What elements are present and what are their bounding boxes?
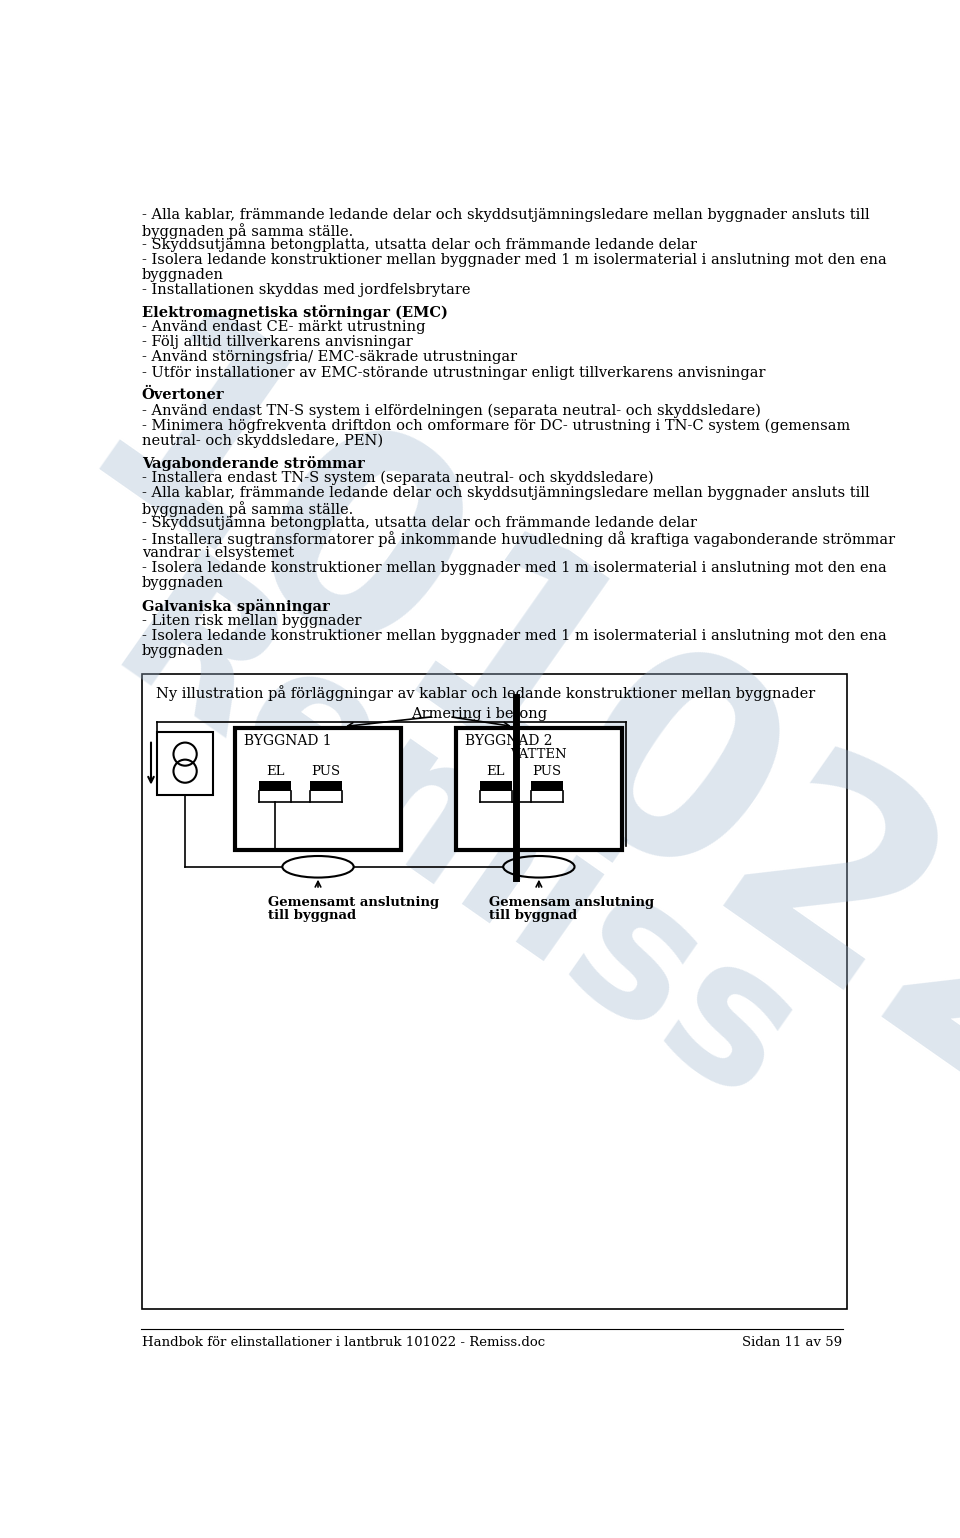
Text: BYGGNAD 2: BYGGNAD 2 [465, 734, 552, 749]
Text: - Installera endast TN-S system (separata neutral- och skyddsledare): - Installera endast TN-S system (separat… [142, 471, 654, 486]
Text: - Minimera högfrekventa driftdon och omformare för DC- utrustning i TN-C system : - Minimera högfrekventa driftdon och omf… [142, 418, 850, 432]
Text: Handbok för elinstallationer i lantbruk 101022 - Remiss.doc: Handbok för elinstallationer i lantbruk … [142, 1335, 545, 1349]
Bar [531, 781, 564, 792]
Text: - Isolera ledande konstruktioner mellan byggnader med 1 m isolermaterial i anslu: - Isolera ledande konstruktioner mellan … [142, 561, 886, 575]
Text: 101022: 101022 [33, 294, 960, 1181]
Text: Galvaniska spänningar: Galvaniska spänningar [142, 598, 329, 614]
Bar [310, 781, 343, 792]
Text: - Använd störningsfria/ EMC-säkrade utrustningar: - Använd störningsfria/ EMC-säkrade utru… [142, 351, 516, 365]
Text: vandrar i elsystemet: vandrar i elsystemet [142, 546, 294, 560]
Text: BYGGNAD 1: BYGGNAD 1 [244, 734, 331, 749]
Bar [259, 781, 291, 792]
Text: byggnaden: byggnaden [142, 644, 224, 658]
Bar [480, 781, 512, 792]
Text: - Liten risk mellan byggnader: - Liten risk mellan byggnader [142, 614, 361, 628]
Text: byggnaden på samma ställe.: byggnaden på samma ställe. [142, 501, 353, 517]
Text: till byggnad: till byggnad [489, 909, 577, 923]
Text: - Installera sugtransformatorer på inkommande huvudledning då kraftiga vagabonde: - Installera sugtransformatorer på inkom… [142, 531, 895, 548]
Text: Gemensam anslutning: Gemensam anslutning [489, 897, 654, 909]
Text: PUS: PUS [533, 764, 562, 778]
Text: - Utför installationer av EMC-störande utrustningar enligt tillverkarens anvisni: - Utför installationer av EMC-störande u… [142, 366, 765, 380]
Text: PUS: PUS [312, 764, 341, 778]
Text: Elektromagnetiska störningar (EMC): Elektromagnetiska störningar (EMC) [142, 306, 447, 320]
Text: - Följ alltid tillverkarens anvisningar: - Följ alltid tillverkarens anvisningar [142, 335, 413, 349]
Text: VATTEN: VATTEN [511, 747, 567, 761]
Bar [234, 727, 401, 851]
Bar [142, 674, 847, 1309]
Text: Övertoner: Övertoner [142, 388, 225, 403]
Text: byggnaden: byggnaden [142, 268, 224, 281]
Text: - Använd endast TN-S system i elfördelningen (separata neutral- och skyddsledare: - Använd endast TN-S system i elfördelni… [142, 403, 760, 418]
Text: - Installationen skyddas med jordfelsbrytare: - Installationen skyddas med jordfelsbry… [142, 283, 470, 297]
Text: byggnaden på samma ställe.: byggnaden på samma ställe. [142, 223, 353, 238]
Text: - Isolera ledande konstruktioner mellan byggnader med 1 m isolermaterial i anslu: - Isolera ledande konstruktioner mellan … [142, 252, 886, 266]
Text: EL: EL [266, 764, 284, 778]
Text: Vagabonderande strömmar: Vagabonderande strömmar [142, 455, 365, 471]
Text: neutral- och skyddsledare, PEN): neutral- och skyddsledare, PEN) [142, 434, 383, 448]
Text: Sidan 11 av 59: Sidan 11 av 59 [742, 1335, 842, 1349]
Text: - Alla kablar, främmande ledande delar och skyddsutjämningsledare mellan byggnad: - Alla kablar, främmande ledande delar o… [142, 208, 870, 221]
Text: - Isolera ledande konstruktioner mellan byggnader med 1 m isolermaterial i anslu: - Isolera ledande konstruktioner mellan … [142, 629, 886, 643]
Text: Gemensamt anslutning: Gemensamt anslutning [268, 897, 439, 909]
Text: till byggnad: till byggnad [268, 909, 356, 923]
Text: Ny illustration på förläggningar av kablar och ledande konstruktioner mellan byg: Ny illustration på förläggningar av kabl… [156, 684, 815, 701]
Text: Armering i betong: Armering i betong [411, 707, 547, 721]
Text: - Använd endast CE- märkt utrustning: - Använd endast CE- märkt utrustning [142, 320, 425, 334]
Text: byggnaden: byggnaden [142, 577, 224, 591]
Text: - Skyddsutjämna betongplatta, utsatta delar och främmande ledande delar: - Skyddsutjämna betongplatta, utsatta de… [142, 517, 697, 531]
Text: - Alla kablar, främmande ledande delar och skyddsutjämningsledare mellan byggnad: - Alla kablar, främmande ledande delar o… [142, 486, 870, 500]
Text: Remiss: Remiss [79, 544, 828, 1147]
Bar [157, 732, 213, 795]
Text: - Skyddsutjämna betongplatta, utsatta delar och främmande ledande delar: - Skyddsutjämna betongplatta, utsatta de… [142, 238, 697, 252]
Bar [456, 727, 622, 851]
Text: EL: EL [487, 764, 505, 778]
